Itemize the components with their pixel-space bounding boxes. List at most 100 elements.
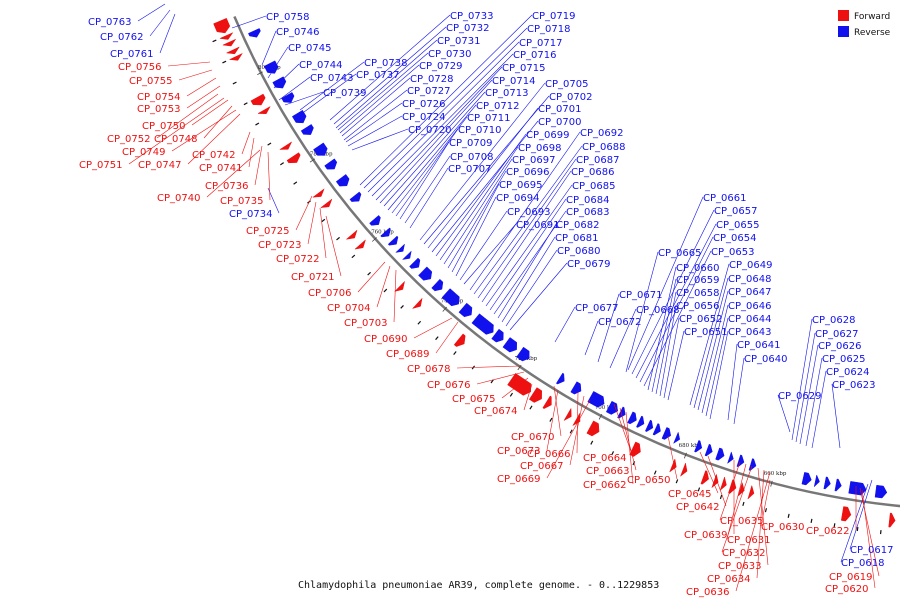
gene-label-cp-0713: CP_0713 [485,88,528,99]
gene-label-cp-0704: CP_0704 [327,303,370,314]
leader-line [203,105,233,139]
leader-line [159,13,176,54]
gene-label-cp-0763: CP_0763 [88,17,131,28]
leader-line [477,158,577,299]
gene-label-cp-0705: CP_0705 [545,79,588,90]
gene-label-cp-0643: CP_0643 [728,327,771,338]
gene-tick-mark [222,60,227,64]
leader-line [756,469,765,579]
leader-line [861,489,876,589]
gene-tick-mark [490,379,494,384]
forward-gene-arrow [840,506,852,522]
reverse-gene-arrow [727,451,734,465]
forward-gene-arrow [219,32,234,40]
leader-line [307,201,317,245]
gene-tick-mark [336,236,340,241]
gene-label-cp-0722: CP_0722 [276,254,319,265]
gene-label-cp-0732: CP_0732 [446,23,489,34]
leader-line [727,343,738,421]
leader-line [705,317,729,417]
leader-line [254,145,263,186]
gene-label-cp-0734: CP_0734 [229,209,272,220]
gene-label-cp-0665: CP_0665 [658,248,701,259]
leader-line [463,223,517,285]
gene-label-cp-0753: CP_0753 [137,104,180,115]
gene-label-cp-0667: CP_0667 [520,461,563,472]
forward-gene-arrow [669,458,677,473]
leader-line [295,195,313,231]
leader-line [701,304,729,414]
gene-tick-mark [856,526,859,532]
gene-label-cp-0664: CP_0664 [583,453,626,464]
leader-line [707,455,727,507]
forward-gene-arrow [542,395,552,409]
leader-line [325,215,342,277]
gene-tick-mark [453,351,457,356]
reverse-gene-arrow [748,458,757,471]
leader-line [619,407,637,471]
gene-label-cp-0630: CP_0630 [761,522,804,533]
forward-gene-arrow [453,333,466,347]
gene-label-cp-0620: CP_0620 [825,584,868,595]
gene-tick-mark [400,304,404,309]
gene-label-cp-0685: CP_0685 [572,181,615,192]
leader-line [137,3,166,22]
gene-label-cp-0702: CP_0702 [549,92,592,103]
leader-line [795,332,816,443]
gene-label-cp-0758: CP_0758 [266,12,309,23]
gene-label-cp-0754: CP_0754 [137,92,180,103]
gene-tick-mark [435,336,439,341]
leader-line [509,262,568,331]
leader-line [613,403,634,458]
legend-label: Reverse [854,28,891,38]
reverse-gene-arrow [715,447,725,461]
gene-label-cp-0731: CP_0731 [437,36,480,47]
reverse-gene-arrow [401,250,412,260]
reverse-gene-arrow [300,124,314,135]
reverse-gene-arrow [813,474,820,488]
leader-line [647,266,677,391]
gene-label-cp-0719: CP_0719 [532,11,575,22]
forward-gene-arrow [345,229,358,240]
reverse-gene-arrow [652,423,661,436]
gene-tick-mark [367,271,371,276]
gene-label-cp-0696: CP_0696 [506,167,549,178]
gene-label-cp-0657: CP_0657 [714,206,757,217]
scale-tick-label: 680 kbp [679,443,702,449]
gene-label-cp-0671: CP_0671 [619,290,662,301]
leader-line [489,198,567,311]
reverse-gene-arrow [418,266,433,281]
forward-gene-arrow [586,420,600,437]
gene-label-cp-0683: CP_0683 [566,207,609,218]
gene-label-cp-0738: CP_0738 [364,58,407,69]
forward-gene-arrow [679,462,688,477]
scale-tick [770,480,773,487]
gene-label-cp-0701: CP_0701 [538,104,581,115]
gene-labels: CP_0763 CP_0762 CP_0761 CP_0758 CP_0746 CP_07… [79,11,893,598]
forward-gene-arrow [278,141,293,150]
reverse-gene-arrow [661,427,672,440]
gene-label-cp-0751: CP_0751 [79,160,122,171]
reverse-gene-arrow [313,142,328,156]
leader-line [329,14,451,121]
leader-line [693,277,729,409]
leader-line [359,14,533,186]
gene-label-cp-0673: CP_0673 [497,446,540,457]
gene-label-cp-0639: CP_0639 [684,530,727,541]
leader-line [625,251,659,373]
gene-label-cp-0745: CP_0745 [288,43,331,54]
leader-line [273,63,300,89]
leader-line [546,399,591,479]
reverse-gene-arrow [704,443,713,457]
gene-tick-mark [509,392,514,397]
gene-label-cp-0706: CP_0706 [308,288,351,299]
forward-gene-arrow [225,46,240,55]
leader-line [156,93,219,139]
gene-label-cp-0651: CP_0651 [684,327,727,338]
leader-line [459,210,508,281]
gene-label-cp-0708: CP_0708 [450,152,493,163]
gene-label-cp-0761: CP_0761 [110,49,153,60]
reverse-gene-arrow [491,328,504,343]
legend-label: Forward [854,12,890,22]
gene-label-cp-0752: CP_0752 [107,134,150,145]
